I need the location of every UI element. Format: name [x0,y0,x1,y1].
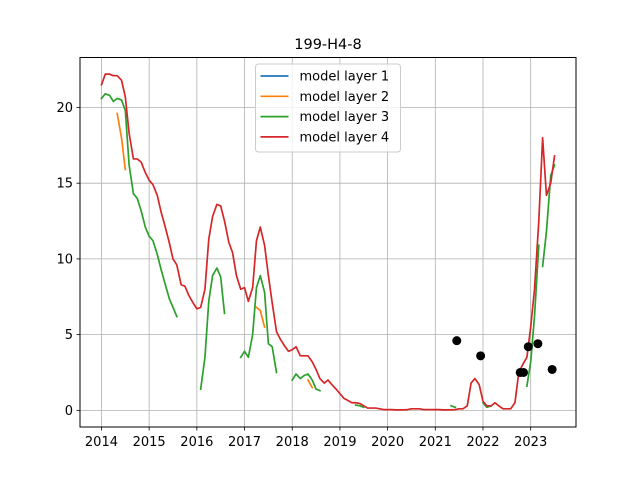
series-line-layer-3 [199,267,226,391]
y-tick-label: 20 [56,101,73,116]
x-tick-label: 2023 [514,435,547,450]
y-tick-label: 0 [65,404,73,419]
x-axis: 2014 2015 2016 2017 2018 2019 2020 2021 2022 2023 [85,427,547,450]
legend-box [255,63,401,153]
y-axis: 0 5 10 15 20 [56,101,80,419]
x-tick-label: 2018 [276,435,309,450]
legend-label: model layer 2 [300,90,390,105]
x-tick-label: 2014 [85,435,118,450]
observation-point [452,336,462,346]
x-tick-label: 2020 [371,435,404,450]
x-tick-label: 2022 [466,435,499,450]
legend-label: model layer 1 [300,70,390,85]
series-line-layer-2 [306,378,314,389]
observation-point [547,364,557,374]
series-line-layer-3 [291,373,321,392]
series-line-layer-3 [239,274,278,374]
y-tick-label: 5 [65,328,73,343]
series-line-layer-3 [525,244,540,388]
x-tick-label: 2016 [180,435,213,450]
observation-point [523,342,533,352]
y-tick-label: 10 [56,252,73,267]
series-line-layer-2 [116,112,127,171]
observation-points [452,336,557,377]
observation-point [476,351,486,361]
y-tick-label: 15 [56,177,73,192]
series-layer [100,73,556,411]
legend-label: model layer 3 [300,110,390,125]
x-tick-label: 2017 [228,435,261,450]
series-line-layer-3 [100,92,178,318]
series-line-layer-2 [255,306,266,329]
series-line-layer-3 [449,404,457,409]
x-tick-label: 2019 [323,435,356,450]
legend: model layer 1 model layer 2 model layer 3 m… [255,63,401,153]
observation-point [533,339,543,349]
x-tick-label: 2015 [133,435,166,450]
plot-area-frame [79,57,577,428]
series-line-layer-3 [354,404,365,409]
observation-point [519,367,529,377]
series-line-layer-4 [100,73,556,411]
legend-label: model layer 4 [300,130,390,145]
chart-title: 199-H4-8 [294,37,362,53]
x-tick-label: 2021 [419,435,452,450]
